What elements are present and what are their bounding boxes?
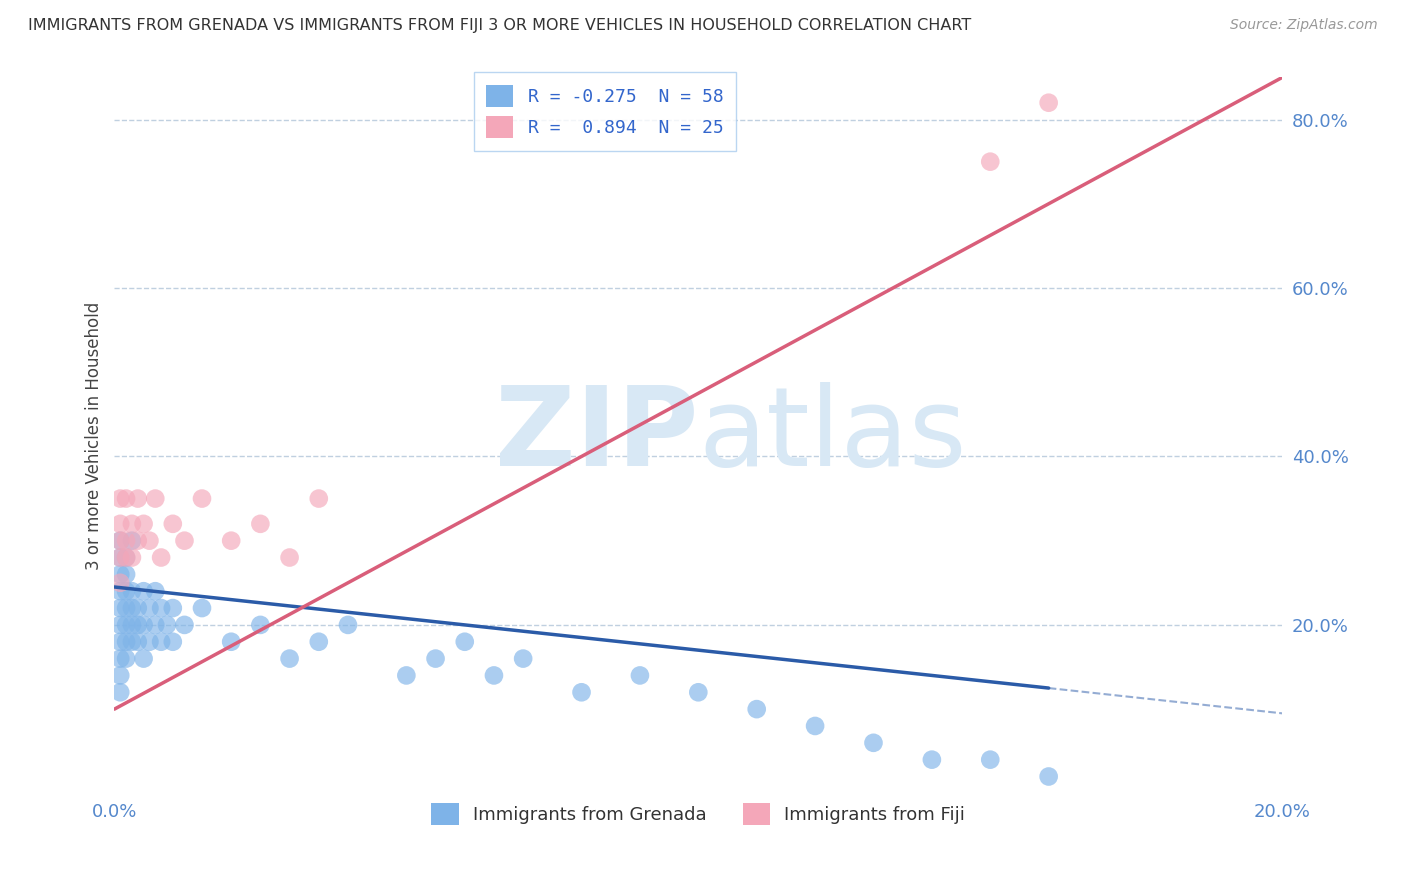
Point: [191, 491, 214, 506]
Point: [132, 618, 155, 632]
Point: [219, 533, 242, 548]
Point: [150, 601, 173, 615]
Point: [115, 550, 138, 565]
Point: [115, 651, 138, 665]
Point: [110, 550, 132, 565]
Point: [121, 634, 143, 648]
Point: [395, 668, 418, 682]
Point: [127, 533, 149, 548]
Point: [115, 634, 138, 648]
Point: [121, 516, 143, 531]
Point: [278, 651, 301, 665]
Point: [336, 618, 359, 632]
Point: [191, 601, 214, 615]
Point: [512, 651, 534, 665]
Point: [110, 575, 132, 590]
Point: [979, 154, 1001, 169]
Point: [143, 584, 166, 599]
Point: [156, 618, 179, 632]
Point: [115, 584, 138, 599]
Point: [862, 736, 884, 750]
Point: [173, 533, 195, 548]
Point: [110, 618, 132, 632]
Point: [127, 634, 149, 648]
Point: [115, 567, 138, 582]
Point: [110, 533, 132, 548]
Point: [110, 634, 132, 648]
Point: [110, 601, 132, 615]
Point: [278, 550, 301, 565]
Point: [249, 618, 271, 632]
Point: [454, 634, 477, 648]
Point: [162, 601, 184, 615]
Point: [110, 584, 132, 599]
Point: [115, 533, 138, 548]
Point: [308, 634, 330, 648]
Point: [804, 719, 827, 733]
Point: [143, 618, 166, 632]
Point: [921, 753, 943, 767]
Legend: Immigrants from Grenada, Immigrants from Fiji: Immigrants from Grenada, Immigrants from…: [422, 795, 974, 834]
Text: ZIP: ZIP: [495, 382, 699, 489]
Point: [121, 618, 143, 632]
Point: [110, 516, 132, 531]
Point: [110, 685, 132, 699]
Point: [1038, 95, 1060, 110]
Point: [745, 702, 768, 716]
Point: [143, 491, 166, 506]
Point: [121, 584, 143, 599]
Point: [308, 491, 330, 506]
Point: [138, 634, 160, 648]
Point: [219, 634, 242, 648]
Point: [688, 685, 710, 699]
Point: [132, 516, 155, 531]
Point: [571, 685, 593, 699]
Point: [127, 618, 149, 632]
Text: IMMIGRANTS FROM GRENADA VS IMMIGRANTS FROM FIJI 3 OR MORE VEHICLES IN HOUSEHOLD : IMMIGRANTS FROM GRENADA VS IMMIGRANTS FR…: [28, 18, 972, 33]
Point: [628, 668, 651, 682]
Point: [482, 668, 505, 682]
Text: atlas: atlas: [699, 382, 967, 489]
Point: [1038, 770, 1060, 784]
Point: [425, 651, 447, 665]
Point: [132, 584, 155, 599]
Point: [110, 567, 132, 582]
Point: [979, 753, 1001, 767]
Point: [115, 491, 138, 506]
Point: [115, 601, 138, 615]
Point: [115, 550, 138, 565]
Y-axis label: 3 or more Vehicles in Household: 3 or more Vehicles in Household: [86, 301, 103, 569]
Point: [115, 618, 138, 632]
Point: [110, 491, 132, 506]
Point: [173, 618, 195, 632]
Point: [138, 533, 160, 548]
Point: [162, 516, 184, 531]
Point: [162, 634, 184, 648]
Point: [121, 550, 143, 565]
Point: [127, 601, 149, 615]
Point: [121, 601, 143, 615]
Point: [121, 533, 143, 548]
Point: [138, 601, 160, 615]
Point: [150, 550, 173, 565]
Point: [110, 651, 132, 665]
Point: [110, 668, 132, 682]
Text: Source: ZipAtlas.com: Source: ZipAtlas.com: [1230, 18, 1378, 32]
Point: [127, 491, 149, 506]
Point: [110, 550, 132, 565]
Point: [110, 533, 132, 548]
Point: [249, 516, 271, 531]
Point: [150, 634, 173, 648]
Point: [132, 651, 155, 665]
